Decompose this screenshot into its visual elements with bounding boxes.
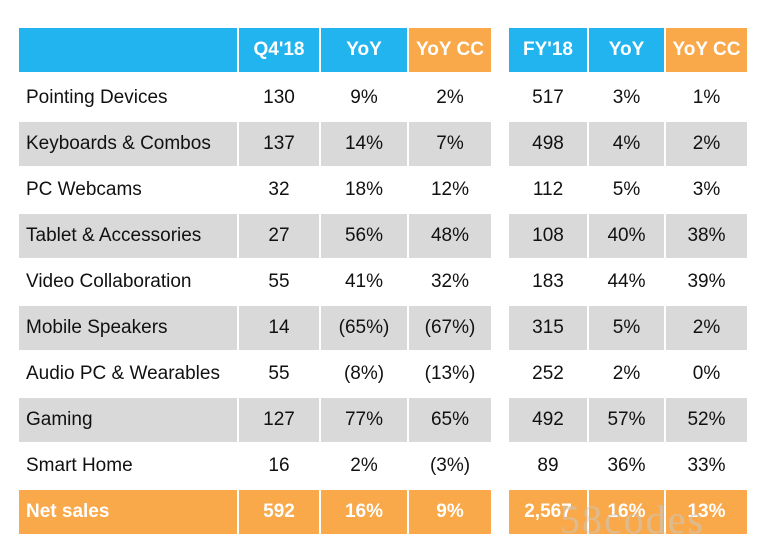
- header-cell: FY'18: [509, 28, 587, 72]
- cell-value: 32%: [430, 271, 470, 292]
- cell-value: 5%: [612, 179, 641, 200]
- row-label: Video Collaboration: [26, 271, 192, 292]
- cell-value: 252: [532, 363, 564, 384]
- total-label: Net sales: [19, 490, 237, 534]
- row-label: Keyboards & Combos: [19, 122, 237, 166]
- row-label: Pointing Devices: [26, 87, 168, 108]
- cell-value: 18%: [344, 179, 384, 200]
- cell-value: 4%: [589, 122, 664, 166]
- cell-value: 55: [268, 271, 290, 292]
- cell-value: 57%: [589, 398, 664, 442]
- row-label: PC Webcams: [26, 179, 142, 200]
- row-label: Mobile Speakers: [19, 306, 237, 350]
- cell-value: 315: [509, 306, 587, 350]
- header-cell: [19, 28, 237, 72]
- header-cell: YoY CC: [409, 28, 491, 72]
- cell-value: 127: [239, 398, 319, 442]
- header-cell: YoY CC: [666, 28, 747, 72]
- row-label: Tablet & Accessories: [19, 214, 237, 258]
- cell-value: 2%: [666, 306, 747, 350]
- cell-value: 52%: [666, 398, 747, 442]
- cell-value: 48%: [409, 214, 491, 258]
- cell-value: 38%: [666, 214, 747, 258]
- total-value: 16%: [589, 490, 664, 534]
- header-cell: YoY: [589, 28, 664, 72]
- header-cell: Q4'18: [239, 28, 319, 72]
- cell-value: 517: [532, 87, 564, 108]
- cell-value: 137: [239, 122, 319, 166]
- cell-value: 33%: [687, 455, 726, 476]
- cell-value: 41%: [344, 271, 384, 292]
- cell-value: (67%): [409, 306, 491, 350]
- cell-value: 3%: [692, 179, 721, 200]
- cell-value: 130: [263, 87, 295, 108]
- total-value: 9%: [409, 490, 491, 534]
- total-value: 2,567: [509, 490, 587, 534]
- cell-value: 2%: [666, 122, 747, 166]
- header-cell: YoY: [321, 28, 407, 72]
- cell-value: 2%: [436, 87, 464, 108]
- cell-value: 39%: [687, 271, 726, 292]
- cell-value: 498: [509, 122, 587, 166]
- cell-value: 40%: [589, 214, 664, 258]
- cell-value: 2%: [350, 455, 378, 476]
- cell-value: (13%): [424, 363, 476, 384]
- cell-value: 44%: [607, 271, 646, 292]
- cell-value: 32: [268, 179, 290, 200]
- cell-value: 2%: [612, 363, 641, 384]
- cell-value: 12%: [430, 179, 470, 200]
- cell-value: 492: [509, 398, 587, 442]
- cell-value: 3%: [612, 87, 641, 108]
- cell-value: 14%: [321, 122, 407, 166]
- cell-value: 1%: [692, 87, 721, 108]
- cell-value: (65%): [321, 306, 407, 350]
- cell-value: 27: [239, 214, 319, 258]
- cell-value: 5%: [589, 306, 664, 350]
- row-label: Gaming: [19, 398, 237, 442]
- watermark: 58codes: [560, 497, 706, 542]
- cell-value: 89: [537, 455, 559, 476]
- cell-value: 7%: [409, 122, 491, 166]
- total-value: 592: [239, 490, 319, 534]
- cell-value: 9%: [350, 87, 378, 108]
- cell-value: (8%): [343, 363, 385, 384]
- row-label: Smart Home: [26, 455, 133, 476]
- cell-value: (3%): [429, 455, 471, 476]
- cell-value: 183: [532, 271, 564, 292]
- cell-value: 14: [239, 306, 319, 350]
- cell-value: 55: [268, 363, 290, 384]
- row-label: Audio PC & Wearables: [26, 363, 220, 384]
- total-value: 16%: [321, 490, 407, 534]
- cell-value: 112: [532, 179, 564, 200]
- cell-value: 56%: [321, 214, 407, 258]
- cell-value: 108: [509, 214, 587, 258]
- cell-value: 36%: [607, 455, 646, 476]
- total-value: 13%: [666, 490, 747, 534]
- cell-value: 0%: [692, 363, 721, 384]
- cell-value: 65%: [409, 398, 491, 442]
- cell-value: 16: [268, 455, 290, 476]
- cell-value: 77%: [321, 398, 407, 442]
